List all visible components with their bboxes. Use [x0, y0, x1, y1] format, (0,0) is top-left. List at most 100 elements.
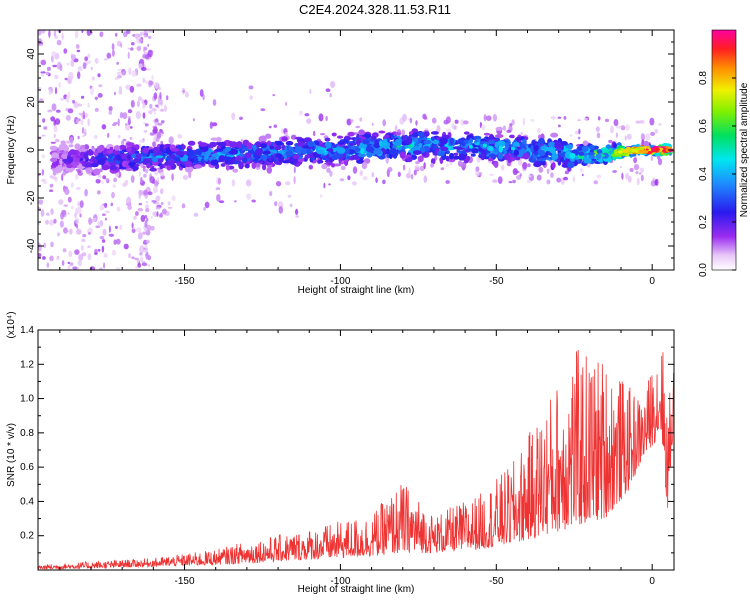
spectrogram-speckle	[633, 164, 640, 171]
spectrogram-speckle	[117, 68, 122, 72]
spectrogram-speckle	[359, 170, 363, 177]
spectrogram-cell	[487, 145, 494, 152]
spectrogram-speckle	[42, 118, 46, 123]
snr-y-tick-label: 0.4	[20, 496, 34, 507]
spectrogram-speckle	[138, 202, 143, 206]
spectrogram-speckle	[619, 165, 623, 169]
spectrogram-speckle	[295, 208, 299, 215]
spectrogram-cell	[127, 154, 131, 160]
spectrogram-cell	[495, 126, 504, 131]
spectrogram-speckle	[84, 188, 88, 197]
spectrogram-speckle	[125, 124, 131, 131]
spectrogram-cell	[362, 139, 370, 145]
spectrogram-speckle	[130, 100, 135, 108]
spectrogram-speckle	[99, 205, 105, 211]
spectrogram-speckle	[577, 136, 581, 140]
spectrogram-x-tick-label: 0	[649, 276, 655, 287]
spectrogram-speckle	[99, 31, 104, 38]
spectrogram-speckle	[40, 209, 45, 217]
spectrogram-cell	[533, 144, 539, 152]
spectrogram-cell	[244, 163, 250, 169]
spectrogram-marks	[38, 30, 674, 270]
spectrogram-speckle	[137, 258, 140, 265]
spectrogram-speckle	[77, 206, 82, 214]
spectrogram-speckle	[650, 131, 655, 136]
spectrogram-speckle	[143, 130, 148, 133]
spectrogram-speckle	[577, 119, 581, 122]
spectrogram-speckle	[483, 114, 487, 122]
snr-y-tick-label: 0.2	[20, 531, 34, 542]
spectrogram-speckle	[135, 211, 139, 216]
spectrogram-speckle	[70, 59, 75, 67]
spectrogram-speckle	[397, 171, 401, 177]
spectrogram-cell	[580, 146, 589, 153]
spectrogram-speckle	[94, 96, 99, 100]
spectrogram-speckle	[38, 44, 43, 46]
spectrogram-speckle	[616, 125, 622, 129]
spectrogram-speckle	[359, 117, 363, 122]
spectrogram-speckle	[160, 140, 163, 146]
spectrogram-speckle	[402, 164, 406, 171]
spectrogram-speckle	[56, 39, 62, 46]
spectrogram-cell	[85, 167, 93, 174]
spectrogram-speckle	[596, 132, 601, 139]
spectrogram-speckle	[63, 204, 68, 207]
spectrogram-speckle	[431, 117, 437, 124]
spectrogram-speckle	[60, 97, 64, 101]
spectrogram-speckle	[621, 172, 624, 180]
spectrogram-speckle	[143, 248, 149, 253]
spectrogram-cell	[578, 151, 585, 156]
spectrogram-cell	[415, 160, 420, 165]
spectrogram-speckle	[371, 172, 375, 178]
spectrogram-speckle	[77, 66, 83, 72]
spectrogram-speckle	[102, 228, 107, 236]
spectrogram-speckle	[415, 120, 418, 126]
spectrogram-speckle	[346, 118, 352, 126]
spectrogram-cell	[66, 164, 73, 169]
spectrogram-cell	[430, 136, 435, 141]
spectrogram-speckle	[154, 180, 159, 188]
spectrogram-speckle	[639, 120, 645, 124]
snr-y-tick-label: 1.2	[20, 359, 34, 370]
spectrogram-cell	[517, 146, 521, 150]
spectrogram-speckle	[446, 163, 449, 167]
spectrogram-speckle	[512, 179, 516, 184]
spectrogram-speckle	[134, 33, 138, 38]
spectrogram-speckle	[140, 214, 146, 223]
spectrogram-speckle	[273, 124, 278, 128]
spectrogram-speckle	[157, 177, 160, 183]
spectrogram-cell	[301, 148, 307, 155]
spectrogram-cell	[292, 158, 298, 164]
spectrogram-cell	[347, 131, 355, 137]
spectrogram-speckle	[145, 201, 149, 204]
spectrogram-speckle	[125, 84, 131, 90]
spectrogram-speckle	[139, 252, 143, 256]
spectrogram-cell	[512, 141, 520, 147]
spectrogram-cell	[408, 131, 413, 135]
spectrogram-speckle	[423, 116, 428, 120]
spectrogram-speckle	[105, 210, 110, 214]
spectrogram-speckle	[69, 262, 74, 266]
spectrogram-speckle	[319, 133, 326, 136]
spectrogram-speckle	[182, 175, 189, 180]
spectrogram-speckle	[72, 266, 78, 270]
spectrogram-speckle	[645, 133, 651, 141]
spectrogram-speckle	[39, 98, 44, 103]
spectrogram-x-axis-label: Height of straight line (km)	[298, 285, 415, 296]
spectrogram-speckle	[140, 256, 144, 263]
colorbar: 0.0 0.2 0.4 0.6 0.8 Normalized spectral ampl…	[698, 29, 750, 277]
spectrogram-speckle	[192, 118, 195, 122]
spectrogram-cell	[159, 144, 164, 149]
spectrogram-speckle	[104, 202, 108, 209]
spectrogram-speckle	[440, 167, 445, 171]
spectrogram-speckle	[569, 134, 573, 137]
spectrogram-cell	[354, 147, 361, 152]
spectrogram-speckle	[146, 217, 149, 222]
spectrogram-speckle	[134, 257, 139, 260]
spectrogram-speckle	[144, 244, 148, 250]
colorbar-tick-label: 0.4	[698, 167, 709, 181]
spectrogram-speckle	[121, 140, 125, 146]
spectrogram-cell	[551, 153, 559, 160]
spectrogram-cell	[350, 154, 360, 160]
spectrogram-cell	[317, 159, 324, 164]
